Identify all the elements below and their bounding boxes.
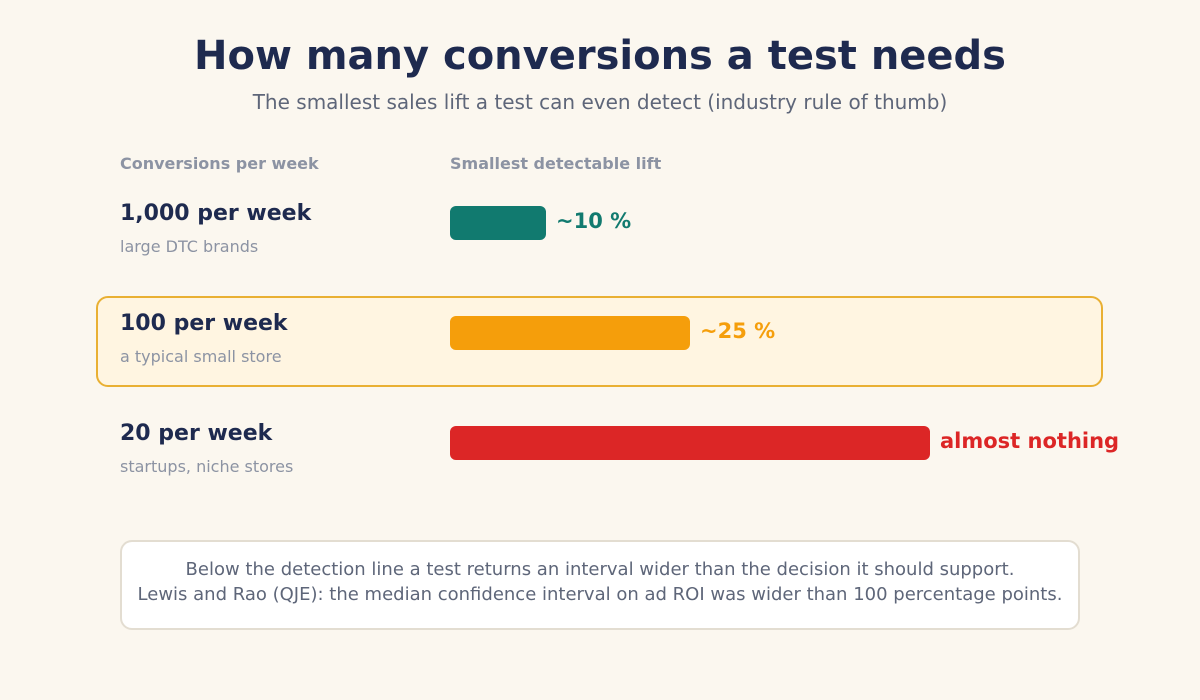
bar (450, 206, 546, 240)
row-sublabel: large DTC brands (120, 237, 259, 256)
footnote-box (120, 540, 1080, 630)
footnote-line-1: Below the detection line a test returns … (185, 559, 1015, 580)
bar-value-label: almost nothing (940, 429, 1120, 453)
category-column-header: Conversions per week (120, 154, 319, 173)
row-label: 1,000 per week (120, 201, 312, 226)
chart-subtitle: The smallest sales lift a test can even … (252, 90, 948, 114)
bar (450, 426, 930, 460)
bar-value-label: ~10 % (556, 209, 632, 233)
row-sublabel: a typical small store (120, 347, 282, 366)
value-column-header: Smallest detectable lift (450, 154, 662, 173)
bar-value-label: ~25 % (700, 319, 776, 343)
bar (450, 316, 690, 350)
row-label: 100 per week (120, 311, 288, 336)
row-sublabel: startups, niche stores (120, 457, 294, 476)
row-label: 20 per week (120, 421, 273, 446)
footnote-line-2: Lewis and Rao (QJE): the median confiden… (137, 584, 1063, 605)
chart-title: How many conversions a test needs (194, 33, 1006, 79)
